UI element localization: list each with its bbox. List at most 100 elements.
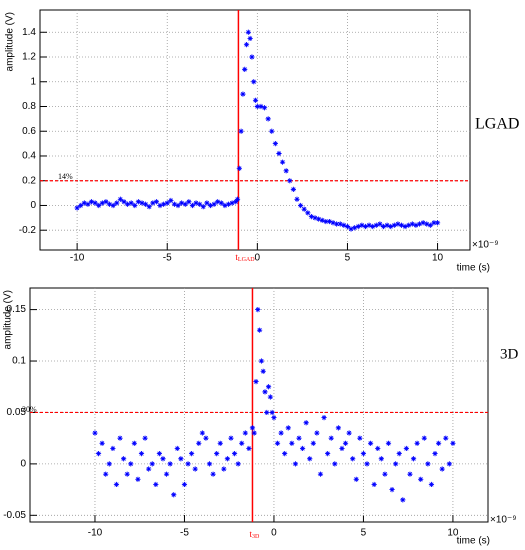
data-point [353, 476, 359, 482]
data-point [182, 201, 188, 207]
data-point [258, 103, 264, 110]
data-point [396, 451, 402, 457]
data-point [78, 202, 84, 209]
data-point [217, 440, 223, 446]
data-point [106, 461, 112, 467]
data-point [409, 221, 415, 227]
x-axis-label: time (s) [457, 263, 490, 274]
data-point [251, 79, 257, 85]
data-point [246, 445, 252, 452]
data-point [251, 430, 257, 436]
data-point [321, 415, 327, 421]
data-point [153, 481, 159, 488]
data-point [142, 435, 148, 441]
data-point [257, 327, 263, 333]
data-point [366, 222, 372, 228]
data-point [128, 461, 134, 467]
data-point [224, 456, 231, 462]
data-point [446, 461, 452, 467]
data-point [171, 492, 177, 498]
data-point [269, 409, 275, 416]
data-point [204, 200, 210, 206]
data-point [114, 200, 120, 206]
data-point [249, 54, 255, 60]
y-tick-label: 0.8 [22, 101, 36, 112]
data-point [199, 430, 205, 436]
data-point [332, 461, 338, 467]
data-point [301, 206, 307, 212]
data-point [377, 221, 383, 227]
data-point [384, 222, 390, 228]
data-point [380, 223, 387, 230]
data-point [258, 358, 265, 364]
data-point [229, 200, 235, 206]
x-scale-label: ×10⁻⁹ [472, 240, 499, 251]
data-point [395, 221, 401, 227]
data-point [414, 440, 420, 446]
data-point [132, 202, 138, 209]
data-point [99, 440, 105, 446]
data-point [305, 210, 311, 216]
data-point [339, 445, 345, 452]
data-point [276, 150, 282, 157]
data-point [274, 440, 281, 446]
x-tick-label: -10 [88, 528, 103, 539]
data-point [211, 201, 217, 207]
data-point [382, 471, 388, 477]
x-tick-label: 10 [447, 528, 459, 539]
data-point [308, 213, 315, 220]
data-point [106, 201, 113, 207]
data-point [303, 420, 309, 426]
data-point [124, 201, 131, 207]
data-point [385, 440, 392, 446]
data-point [418, 476, 424, 482]
data-point [364, 461, 370, 467]
data-point [371, 481, 377, 488]
data-point [150, 200, 156, 206]
data-point [138, 451, 145, 457]
data-point [189, 451, 195, 457]
data-point [207, 202, 214, 209]
data-point [249, 425, 256, 431]
data-point [146, 204, 152, 210]
data-point [357, 435, 363, 441]
data-point [360, 451, 367, 457]
data-point [254, 103, 260, 110]
data-point [175, 202, 181, 209]
y-axis-label: amplitude (V) [5, 12, 16, 71]
data-point [294, 196, 300, 202]
data-point [135, 476, 141, 482]
x-tick-label: -10 [70, 253, 85, 264]
data-point [283, 168, 289, 174]
plot-frame [29, 287, 489, 523]
data-point [421, 435, 427, 441]
data-point [92, 430, 98, 436]
data-point [420, 220, 426, 226]
data-point [238, 128, 244, 134]
x-tick-label: 0 [255, 253, 261, 264]
y-tick-label: 1 [30, 76, 36, 87]
data-point [168, 197, 174, 204]
data-point [314, 430, 320, 436]
y-axis-label: amplitude (V) [3, 290, 14, 349]
data-point [325, 451, 331, 457]
data-point [359, 222, 365, 228]
data-point [265, 384, 272, 390]
data-point [323, 218, 329, 225]
data-point [234, 196, 241, 202]
data-point [416, 221, 423, 227]
data-point [143, 201, 149, 207]
time-marker-symbol: t [235, 252, 238, 262]
data-point [178, 456, 184, 462]
y-tick-label: 0.15 [7, 304, 27, 315]
data-point [95, 451, 102, 457]
data-point [222, 202, 228, 209]
data-point [253, 379, 259, 385]
y-tick-label: 0 [30, 200, 36, 211]
data-point [247, 35, 253, 42]
data-point [355, 223, 361, 230]
x-tick-label: -5 [163, 253, 172, 264]
data-point [85, 201, 91, 207]
data-point [135, 199, 141, 205]
